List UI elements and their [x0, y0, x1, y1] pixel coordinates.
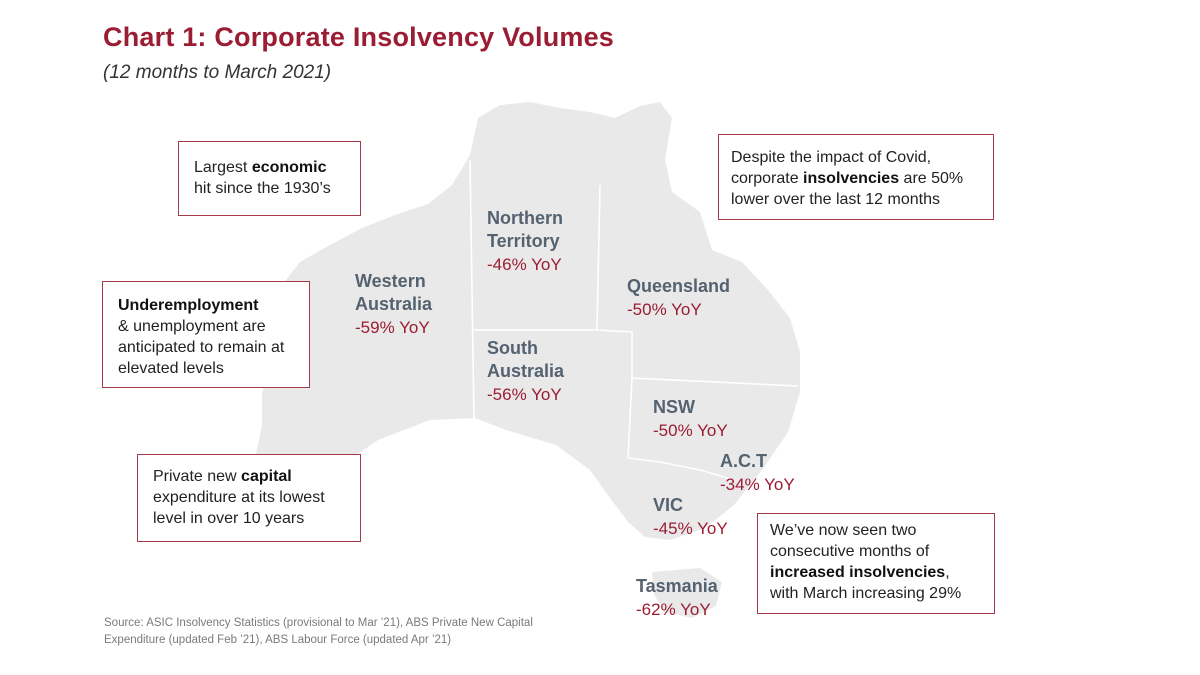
- callout-text: & unemployment are anticipated to remain…: [118, 318, 285, 377]
- source-note: Source: ASIC Insolvency Statistics (prov…: [104, 617, 533, 646]
- region-tasmania: Tasmania -62% YoY: [636, 575, 718, 621]
- callout-text: with March increasing 29%: [770, 585, 962, 602]
- australia-mainland-shape: [255, 102, 800, 540]
- callout-emphasis: capital: [241, 468, 292, 485]
- callout-emphasis: insolvencies: [803, 170, 900, 187]
- region-name: VIC: [653, 495, 684, 515]
- region-value: -50% YoY: [627, 300, 702, 319]
- chart-subtitle: (12 months to March 2021): [103, 62, 332, 83]
- callout-text: lower over the last 12 months: [731, 191, 940, 208]
- callout-increased-insolvencies: We’ve now seen two consecutive months of…: [757, 513, 995, 614]
- vic-border: [627, 457, 735, 481]
- callout-text: corporate: [731, 170, 804, 187]
- region-value: -46% YoY: [487, 255, 562, 274]
- sa-border: [627, 377, 633, 459]
- callout-text: expenditure at its lowest level in over …: [153, 489, 325, 527]
- callout-text: hit since the 1930’s: [194, 180, 331, 197]
- region-value: -56% YoY: [487, 385, 562, 404]
- wa-border: [469, 159, 475, 421]
- callout-text: are 50%: [899, 170, 964, 187]
- region-value: -62% YoY: [636, 600, 711, 619]
- region-name: Territory: [487, 231, 560, 251]
- callout-text: Private new: [153, 468, 242, 485]
- region-name: Tasmania: [636, 576, 718, 596]
- region-name: A.C.T: [720, 451, 767, 471]
- region-name: Australia: [355, 294, 433, 314]
- callout-text: We’ve now seen two: [770, 522, 917, 539]
- callout-economic-hit: Largest economic hit since the 1930’s: [178, 141, 361, 216]
- callout-covid-insolvencies: Despite the impact of Covid, corporate i…: [718, 134, 994, 220]
- callout-text: Largest: [194, 159, 252, 176]
- region-value: -50% YoY: [653, 421, 728, 440]
- region-queensland: Queensland -50% YoY: [627, 275, 730, 321]
- region-vic: VIC -45% YoY: [653, 494, 728, 540]
- region-south-australia: South Australia -56% YoY: [487, 337, 564, 406]
- callout-text: ,: [945, 564, 950, 581]
- region-value: -34% YoY: [720, 475, 795, 494]
- region-western-australia: Western Australia -59% YoY: [355, 270, 432, 339]
- region-name: Queensland: [627, 276, 731, 296]
- region-name: South: [487, 338, 538, 358]
- callout-emphasis: economic: [251, 159, 327, 176]
- callout-emphasis: Underemployment: [118, 297, 259, 314]
- region-northern-territory: Northern Territory -46% YoY: [487, 207, 563, 276]
- tasmania-shape: [652, 568, 722, 618]
- chart-title: Chart 1: Corporate Insolvency Volumes: [103, 22, 615, 52]
- callout-underemployment: Underemployment & unemployment are antic…: [102, 281, 310, 388]
- region-act: A.C.T -34% YoY: [720, 450, 795, 496]
- callout-capital-expenditure: Private new capital expenditure at its l…: [137, 454, 361, 542]
- callout-text: consecutive months of: [770, 543, 930, 560]
- region-value: -45% YoY: [653, 519, 728, 538]
- region-name: Northern: [487, 208, 563, 228]
- region-value: -59% YoY: [355, 318, 430, 337]
- state-borders: [469, 159, 799, 481]
- callout-text: Despite the impact of Covid,: [731, 149, 932, 166]
- region-name: NSW: [653, 397, 695, 417]
- region-name: Australia: [487, 361, 565, 381]
- region-name: Western: [355, 271, 426, 291]
- qld-border: [596, 184, 799, 387]
- callout-emphasis: increased insolvencies: [770, 564, 946, 581]
- region-nsw: NSW -50% YoY: [653, 396, 728, 442]
